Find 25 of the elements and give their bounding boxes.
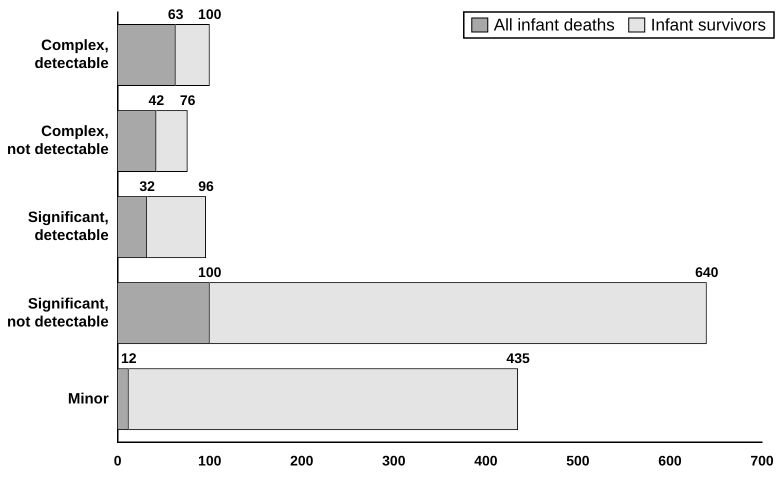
x-tick-label: 200 [290,452,314,468]
legend-label: All infant deaths [494,16,615,35]
data-label: 32 [139,178,156,194]
x-tick-label: 400 [474,452,498,468]
data-label: 63 [168,6,184,22]
data-label: 12 [120,350,137,366]
x-tick-label: 600 [658,452,682,468]
legend-label: Infant survivors [650,16,766,35]
total-label: 76 [180,92,196,108]
y-tick-label: Minor [68,390,109,408]
total-label: 435 [506,350,530,366]
y-tick-label: Significant, not detectable [6,295,109,330]
y-tick-label: Significant, detectable [28,209,109,244]
data-label: 100 [198,264,222,280]
y-tick-label: Complex, detectable [34,37,109,72]
x-tick-label: 100 [198,452,222,468]
total-label: 640 [695,264,719,280]
y-tick-label: Complex, not detectable [6,123,109,158]
x-tick-label: 700 [750,452,774,468]
total-label: 96 [198,178,214,194]
x-tick-label: 0 [114,452,122,468]
total-label: 100 [198,6,222,22]
data-label: 42 [148,92,164,108]
x-tick-label: 500 [566,452,590,468]
x-tick-label: 300 [382,452,406,468]
